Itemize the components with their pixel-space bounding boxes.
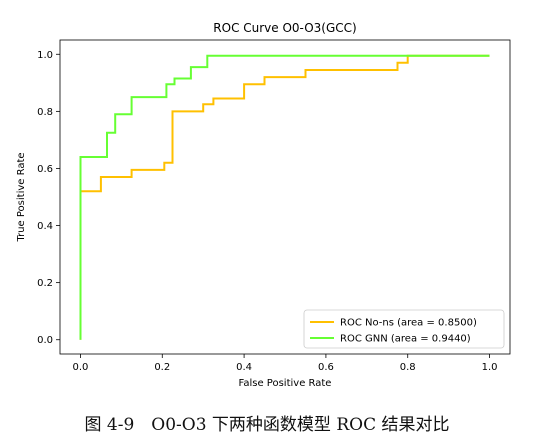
roc-series-line-1 (79, 54, 490, 340)
x-tick-label: 0.4 (236, 362, 252, 373)
y-tick-label: 0.8 (37, 107, 53, 118)
series-layer (79, 54, 490, 340)
legend-label: ROC No-ns (area = 0.8500) (340, 318, 477, 329)
x-axis-label: False Positive Rate (239, 378, 332, 389)
y-tick-label: 0.2 (37, 278, 53, 289)
figure-caption: 图 4-9 O0-O3 下两种函数模型 ROC 结果对比 (84, 415, 450, 435)
y-tick-label: 1.0 (37, 50, 53, 61)
y-axis-label: True Positive Rate (16, 152, 27, 242)
plot-frame (59, 39, 511, 355)
x-axis-ticks: 0.0 0.2 0.4 0.6 0.8 1.0 (73, 354, 498, 373)
chart-title: ROC Curve O0-O3(GCC) (213, 21, 356, 35)
y-tick-label: 0.6 (37, 164, 53, 175)
roc-chart: ROC Curve O0-O3(GCC) 0.0 0.2 0.4 0.6 0.8 1.0 … (16, 21, 511, 389)
x-tick-label: 0.8 (400, 362, 416, 373)
y-tick-label: 0.0 (37, 335, 53, 346)
roc-series-line-2 (79, 54, 490, 340)
x-tick-label: 0.2 (154, 362, 170, 373)
x-tick-label: 1.0 (482, 362, 498, 373)
legend-label: ROC GNN (area = 0.9440) (340, 334, 471, 345)
x-tick-label: 0.6 (318, 362, 334, 373)
y-tick-label: 0.4 (37, 221, 53, 232)
legend: ROC No-ns (area = 0.8500) ROC GNN (area =… (303, 309, 505, 349)
y-axis-ticks: 0.0 0.2 0.4 0.6 0.8 1.0 (37, 50, 60, 346)
x-tick-label: 0.0 (73, 362, 89, 373)
legend-box (303, 309, 505, 349)
